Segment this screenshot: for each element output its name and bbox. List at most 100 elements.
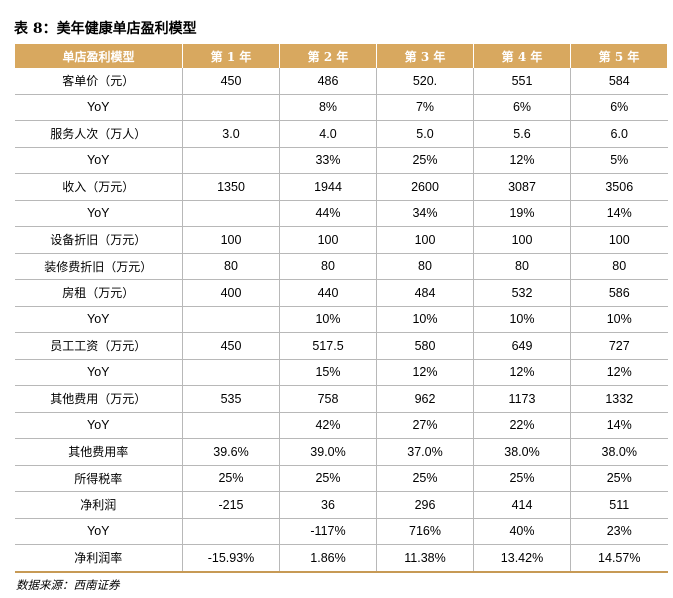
table-cell: 414 [473, 491, 571, 519]
table-cell: 5% [570, 147, 668, 174]
table-cell: 727 [570, 332, 668, 360]
table-cell: 25% [376, 465, 474, 492]
table-cell: 38.0% [570, 438, 668, 466]
table-row: 所得税率 25% 25% 25% 25% 25% [14, 465, 668, 492]
table-cell [182, 412, 280, 439]
table-cell [182, 359, 280, 386]
table-cell: 6% [570, 94, 668, 121]
table-row: 收入（万元） 1350 1944 2600 3087 3506 [14, 173, 668, 201]
table-cell: 962 [376, 385, 474, 413]
row-label: 设备折旧（万元） [14, 226, 183, 254]
table-cell: 11.38% [376, 544, 474, 573]
table-cell: 10% [570, 306, 668, 333]
table-cell: 12% [473, 359, 571, 386]
table-caption: 表 8：美年健康单店盈利模型 [14, 21, 197, 37]
table-cell: 25% [570, 465, 668, 492]
row-label: 净利润 [14, 491, 183, 519]
table-row: YoY 10% 10% 10% 10% [14, 306, 668, 333]
table-cell: -215 [182, 491, 280, 519]
table-cell: 40% [473, 518, 571, 545]
table-cell: 520. [376, 68, 474, 95]
table-row: YoY 33% 25% 12% 5% [14, 147, 668, 174]
table-cell: 14.57% [570, 544, 668, 573]
table-cell: 7% [376, 94, 474, 121]
row-label: YoY [14, 359, 183, 386]
table-cell [182, 306, 280, 333]
table-cell: 27% [376, 412, 474, 439]
column-header: 单店盈利模型 [14, 44, 183, 68]
table-cell: 3.0 [182, 120, 280, 148]
source-note: 数据来源：西南证券 [16, 578, 120, 592]
table-row: 设备折旧（万元） 100 100 100 100 100 [14, 226, 668, 254]
column-header: 第 1 年 [182, 44, 280, 68]
table-cell: 19% [473, 200, 571, 227]
table-cell: 6% [473, 94, 571, 121]
row-label: YoY [14, 412, 183, 439]
table-cell: 3087 [473, 173, 571, 201]
table-cell: 5.0 [376, 120, 474, 148]
table-cell: 37.0% [376, 438, 474, 466]
table-cell: 450 [182, 332, 280, 360]
table-cell: 80 [376, 253, 474, 280]
previous-page-fragment: ··· ··· ··· ··· [12, 0, 172, 10]
table-cell: 586 [570, 279, 668, 307]
table-cell: 80 [279, 253, 377, 280]
table-cell [182, 94, 280, 121]
table-row: 其他费用率 39.6% 39.0% 37.0% 38.0% 38.0% [14, 438, 668, 466]
table-cell: -117% [279, 518, 377, 545]
table-row: 房租（万元） 400 440 484 532 586 [14, 279, 668, 307]
table-cell: 36 [279, 491, 377, 519]
table-header-row: 单店盈利模型 第 1 年 第 2 年 第 3 年 第 4 年 第 5 年 [14, 44, 668, 68]
table-cell: 532 [473, 279, 571, 307]
table-cell: 716% [376, 518, 474, 545]
table-cell: 100 [182, 226, 280, 254]
column-header: 第 2 年 [279, 44, 377, 68]
table-cell: 12% [376, 359, 474, 386]
row-label: YoY [14, 94, 183, 121]
table-cell: 1.86% [279, 544, 377, 573]
table-cell: 2600 [376, 173, 474, 201]
table-cell: 100 [570, 226, 668, 254]
table-cell [182, 200, 280, 227]
table-cell: 649 [473, 332, 571, 360]
row-label: YoY [14, 518, 183, 545]
table-cell: 5.6 [473, 120, 571, 148]
row-label: 其他费用（万元） [14, 385, 183, 413]
table-cell: 1944 [279, 173, 377, 201]
table-cell: 80 [182, 253, 280, 280]
table-cell: 25% [279, 465, 377, 492]
row-label: 所得税率 [14, 465, 183, 492]
table-cell: 80 [570, 253, 668, 280]
table-cell: 100 [376, 226, 474, 254]
table-cell: 39.6% [182, 438, 280, 466]
table-cell: 12% [473, 147, 571, 174]
table-cell: 6.0 [570, 120, 668, 148]
table-cell [182, 518, 280, 545]
table-cell: 13.42% [473, 544, 571, 573]
table-cell: 80 [473, 253, 571, 280]
table-cell: 14% [570, 412, 668, 439]
table-cell: 1173 [473, 385, 571, 413]
table-cell: 584 [570, 68, 668, 95]
row-label: 装修费折旧（万元） [14, 253, 183, 280]
table-cell: 1332 [570, 385, 668, 413]
table-cell: 10% [279, 306, 377, 333]
table-cell: 400 [182, 279, 280, 307]
table-cell: 10% [376, 306, 474, 333]
table-cell [182, 147, 280, 174]
column-header: 第 5 年 [570, 44, 668, 68]
table-cell: 44% [279, 200, 377, 227]
table-body: 客单价（元） 450 486 520. 551 584 YoY 8% 7% 6% 6% 服务人次（万人… [14, 68, 668, 573]
table-cell: 25% [376, 147, 474, 174]
profit-model-table: 单店盈利模型 第 1 年 第 2 年 第 3 年 第 4 年 第 5 年 客单价… [14, 44, 668, 573]
table-cell: 25% [473, 465, 571, 492]
table-cell: 23% [570, 518, 668, 545]
table-row: YoY 42% 27% 22% 14% [14, 412, 668, 439]
table-cell: 511 [570, 491, 668, 519]
table-cell: 100 [473, 226, 571, 254]
table-row: 员工工资（万元） 450 517.5 580 649 727 [14, 332, 668, 360]
table-row: YoY 8% 7% 6% 6% [14, 94, 668, 121]
table-row: YoY 44% 34% 19% 14% [14, 200, 668, 227]
table-row: 服务人次（万人） 3.0 4.0 5.0 5.6 6.0 [14, 120, 668, 148]
table-cell: 535 [182, 385, 280, 413]
